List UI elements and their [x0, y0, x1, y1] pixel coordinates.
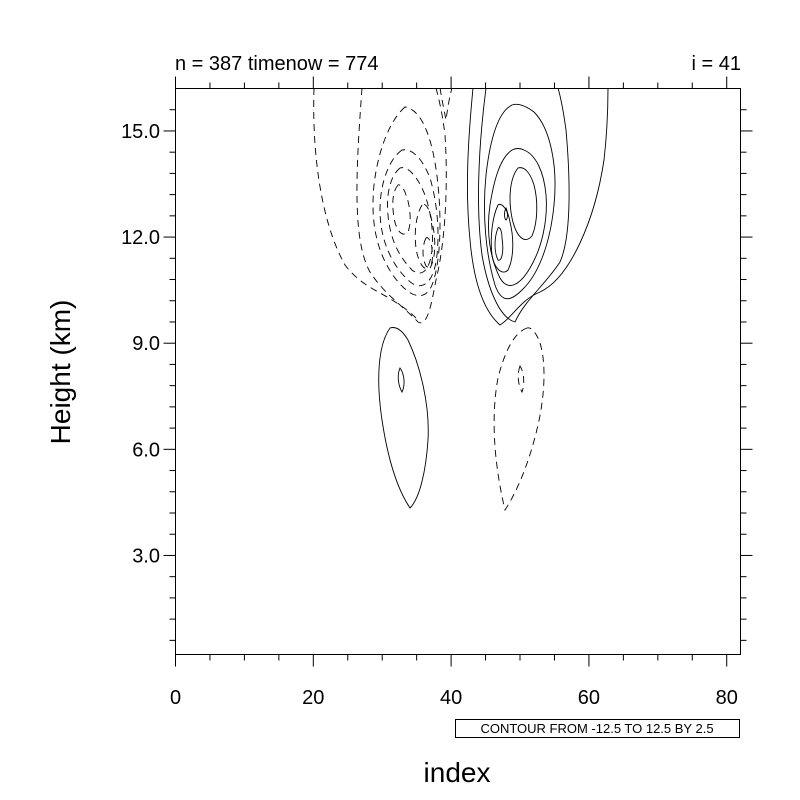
contour-line: [392, 184, 411, 235]
y-tick-label: 3.0: [132, 545, 160, 567]
contour-line: [466, 87, 609, 326]
contour-line: [478, 87, 570, 323]
contour-line: [504, 206, 508, 221]
positive-contours-lower: [378, 327, 429, 509]
contour-line: [372, 106, 441, 296]
x-axis-label: index: [424, 757, 491, 788]
x-tick-label: 0: [170, 687, 181, 709]
contour-line: [397, 367, 405, 393]
contour-line: [313, 87, 417, 319]
negative-contours-upper: [313, 87, 453, 324]
contour-line: [494, 227, 504, 261]
contour-line: [488, 148, 547, 286]
contour-line: [493, 327, 545, 512]
contour-line: [509, 167, 538, 240]
y-axis: 3.0 6.0 9.0 12.0 15.0: [121, 109, 753, 641]
x-tick-label: 80: [716, 687, 738, 709]
x-tick-label: 60: [578, 687, 600, 709]
contour-info-label: CONTOUR FROM -12.5 TO 12.5 BY 2.5: [480, 721, 713, 736]
y-tick-label: 6.0: [132, 439, 160, 461]
positive-contours-upper: [466, 87, 609, 326]
title-left: n = 387 timenow = 774: [175, 53, 378, 75]
x-tick-label: 20: [302, 687, 324, 709]
contour-line: [378, 327, 429, 509]
y-tick-label: 15.0: [121, 121, 160, 143]
contour-line: [414, 203, 436, 270]
y-tick-label: 12.0: [121, 227, 160, 249]
y-tick-label: 9.0: [132, 333, 160, 355]
x-tick-label: 40: [440, 687, 462, 709]
x-axis: 0 20 40 60 80: [170, 76, 738, 709]
y-axis-label: Height (km): [45, 300, 76, 445]
negative-contours-lower: [493, 327, 545, 512]
contour-info-box: [455, 719, 740, 738]
contour-line: [356, 87, 447, 324]
title-right: i = 41: [692, 53, 741, 75]
contour-line: [517, 365, 525, 394]
plot-frame: [175, 88, 741, 655]
contour-line: [422, 237, 433, 268]
contour-line: [484, 103, 556, 300]
contour-line: [379, 149, 439, 287]
